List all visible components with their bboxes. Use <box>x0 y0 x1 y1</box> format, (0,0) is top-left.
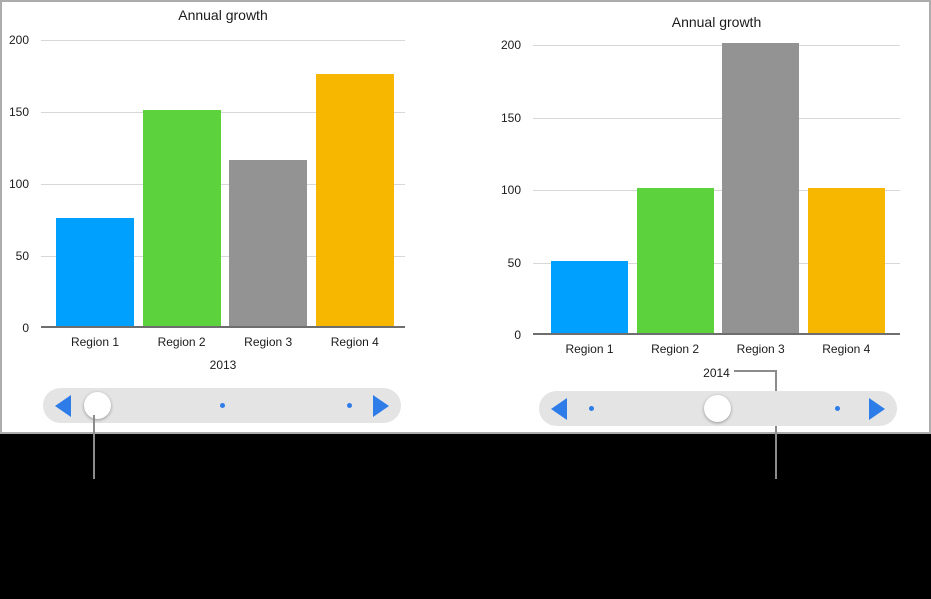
bar-region-4 <box>315 74 394 326</box>
y-tick-label-0: 0 <box>514 328 521 342</box>
next-arrow-icon[interactable] <box>869 397 885 420</box>
y-tick-label-150: 150 <box>500 110 521 125</box>
callout-line-right-horizontal <box>734 369 777 373</box>
previous-arrow-icon[interactable] <box>55 394 71 417</box>
x-axis-line <box>41 326 405 328</box>
chart-title: Annual growth <box>178 7 268 23</box>
plot-area <box>41 40 405 328</box>
bar-region-3 <box>229 160 308 326</box>
bar-region-1 <box>551 260 628 333</box>
category-label: Region 1 <box>70 335 120 349</box>
series-year-label: 2014 <box>703 366 730 380</box>
category-label: Region 2 <box>157 335 206 349</box>
scrubber-stop-dot <box>219 403 225 408</box>
gridline-100 <box>533 190 900 191</box>
y-axis-labels: 0 50 100 150 200 <box>481 38 521 342</box>
y-tick-label-200: 200 <box>500 38 521 52</box>
plot-area <box>533 43 900 335</box>
scrubber-stop-dot <box>835 406 841 411</box>
category-label: Region 4 <box>822 342 871 356</box>
previous-arrow-icon[interactable] <box>551 397 567 420</box>
y-tick-label-50: 50 <box>507 255 521 270</box>
bar-region-2 <box>636 188 714 333</box>
callout-line-left-vertical <box>92 415 95 479</box>
y-tick-label-150: 150 <box>8 105 29 119</box>
bar-region-4 <box>807 188 885 333</box>
chart-scrubber-2013[interactable] <box>43 388 401 423</box>
bar-region-2 <box>142 110 221 326</box>
y-tick-label-0: 0 <box>22 321 29 335</box>
y-tick-label-50: 50 <box>15 249 29 263</box>
x-axis-line <box>533 333 900 335</box>
y-tick-label-100: 100 <box>8 177 29 191</box>
gridline-50 <box>41 256 405 257</box>
scrubber-stop-dot <box>346 403 352 408</box>
category-label: Region 1 <box>565 342 614 356</box>
gridline-100 <box>41 184 405 185</box>
chart-scrubber-2014[interactable] <box>539 391 897 426</box>
category-label: Region 3 <box>244 335 293 349</box>
scrubber-thumb[interactable] <box>83 392 111 419</box>
gridline-150 <box>533 117 900 119</box>
chart-title: Annual growth <box>671 14 762 30</box>
x-axis-labels: Region 1 Region 2 Region 3 Region 4 <box>41 335 405 349</box>
bar-region-3 <box>722 43 800 333</box>
y-axis-labels: 0 50 100 150 200 <box>0 33 29 335</box>
next-arrow-icon[interactable] <box>373 394 389 417</box>
scrubber-stop-dot <box>589 406 595 411</box>
category-label: Region 2 <box>651 342 700 356</box>
bar-region-1 <box>56 218 134 326</box>
document-page: Annual growth 0 50 100 150 200 Region 1 Regio… <box>0 0 931 434</box>
category-label: Region 3 <box>736 342 785 356</box>
y-tick-label-200: 200 <box>8 33 29 47</box>
y-tick-label-100: 100 <box>500 183 521 197</box>
gridline-200 <box>533 45 900 46</box>
scrubber-thumb[interactable] <box>704 395 732 422</box>
x-axis-labels: Region 1 Region 2 Region 3 Region 4 <box>533 342 900 356</box>
redacted-caption-area <box>0 434 931 599</box>
series-year-label: 2013 <box>209 358 237 372</box>
gridline-150 <box>41 112 405 113</box>
gridline-50 <box>533 262 900 264</box>
gridline-200 <box>41 40 405 41</box>
category-label: Region 4 <box>330 335 379 349</box>
